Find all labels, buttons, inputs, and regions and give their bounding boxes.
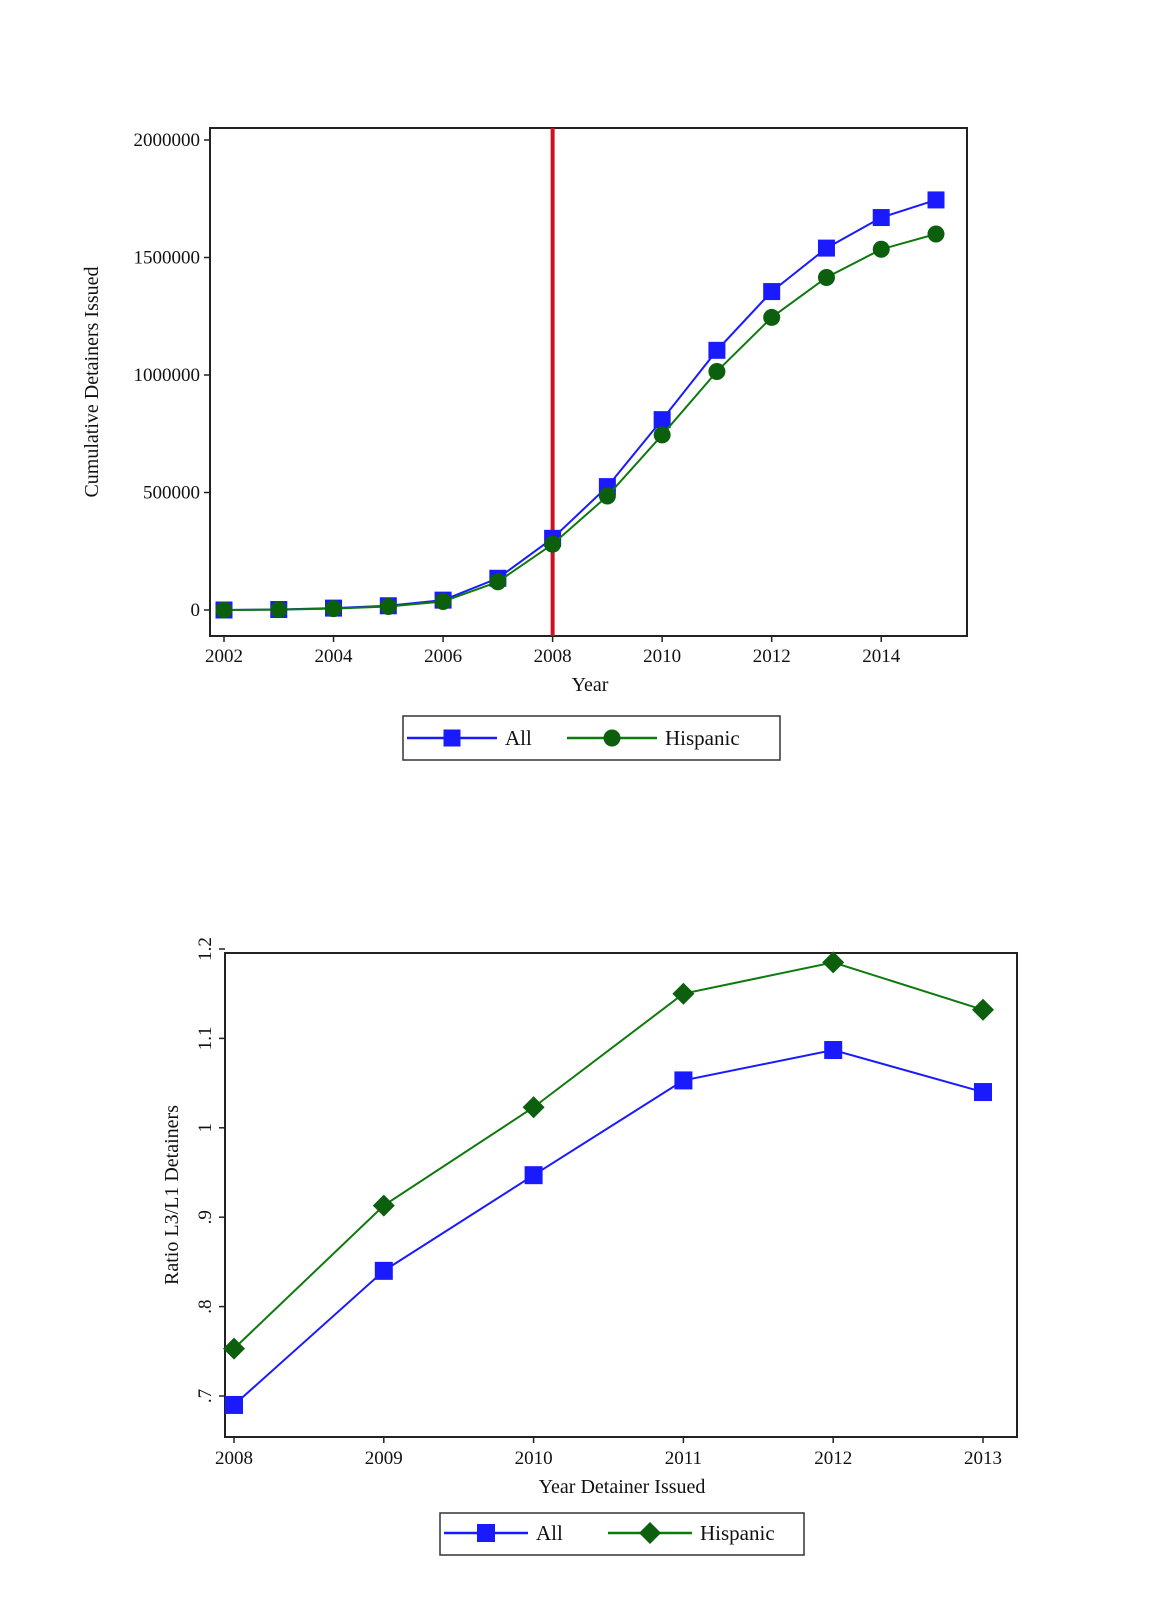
- y-tick-label: 500000: [143, 483, 200, 504]
- x-axis: 2008 2009 2010 2011 2012 2013: [215, 1437, 1002, 1469]
- series-layer: [215, 191, 945, 619]
- data-point-hispanic: [215, 601, 233, 619]
- plot-frame: [224, 952, 1018, 1438]
- data-point-hispanic: [872, 240, 890, 258]
- y-axis-label: Cumulative Detainers Issued: [81, 266, 103, 497]
- x-tick-label: 2014: [862, 646, 901, 667]
- legend: All Hispanic: [402, 715, 781, 761]
- legend-marker-hispanic: [603, 729, 621, 747]
- data-point-hispanic: [763, 308, 781, 326]
- x-tick-label: 2012: [814, 1448, 852, 1469]
- data-point-hispanic: [927, 225, 945, 243]
- x-tick-label: 2010: [515, 1448, 553, 1469]
- data-point-all: [524, 1166, 543, 1185]
- ratio-detainers-chart: .7 .8 .9 1 1.1 1.2 2008 2009 2010 2011 2012 2013 Y…: [161, 937, 1018, 1556]
- series-layer: [223, 951, 994, 1414]
- data-point-hispanic: [817, 268, 835, 286]
- y-tick-label: 1.1: [195, 1027, 216, 1051]
- y-tick-label: 1: [195, 1123, 216, 1133]
- data-point-hispanic: [544, 535, 562, 553]
- series-line-hispanic: [223, 233, 937, 611]
- legend: All Hispanic: [439, 1512, 805, 1556]
- data-point-hispanic: [708, 362, 726, 380]
- series-line-hispanic: [233, 961, 984, 1350]
- data-point-hispanic: [598, 487, 616, 505]
- x-axis-label: Year Detainer Issued: [539, 1476, 706, 1498]
- y-tick-label: 1.2: [195, 937, 216, 961]
- data-point-hispanic: [325, 600, 343, 618]
- y-tick-label: 1500000: [134, 248, 201, 269]
- data-point-hispanic: [379, 597, 397, 615]
- data-point-all: [674, 1071, 693, 1090]
- legend-marker-all: [477, 1524, 495, 1542]
- legend-label-all: All: [536, 1521, 563, 1545]
- y-tick-label: 1000000: [134, 365, 201, 386]
- data-point-hispanic: [653, 426, 671, 444]
- x-tick-label: 2010: [643, 646, 681, 667]
- plot-frame: [209, 127, 968, 637]
- data-point-hispanic: [522, 1096, 545, 1119]
- y-tick-label: 2000000: [134, 130, 201, 151]
- data-point-hispanic: [434, 593, 452, 611]
- data-point-all: [708, 341, 726, 359]
- data-point-all: [974, 1083, 992, 1102]
- legend-marker-hispanic: [639, 1522, 661, 1544]
- legend-marker-all: [443, 729, 461, 747]
- data-point-all: [653, 411, 671, 429]
- series-line-all: [233, 1048, 984, 1406]
- data-point-all: [872, 209, 890, 227]
- x-tick-label: 2013: [964, 1448, 1002, 1469]
- x-tick-label: 2011: [665, 1448, 702, 1469]
- data-point-all: [824, 1041, 843, 1060]
- x-tick-label: 2012: [753, 646, 791, 667]
- y-axis-label: Ratio L3/L1 Detainers: [161, 1105, 183, 1285]
- legend-label-hispanic: Hispanic: [700, 1521, 775, 1545]
- y-axis: 0 500000 1000000 1500000 2000000: [134, 130, 210, 621]
- legend-label-all: All: [505, 726, 532, 750]
- x-tick-label: 2002: [205, 646, 243, 667]
- x-tick-label: 2004: [315, 646, 354, 667]
- y-tick-label: .7: [195, 1389, 216, 1403]
- data-point-all: [763, 283, 781, 301]
- x-tick-label: 2008: [215, 1448, 253, 1469]
- data-point-hispanic: [672, 982, 695, 1005]
- y-axis: .7 .8 .9 1 1.1 1.2: [195, 937, 225, 1403]
- data-point-all: [225, 1395, 243, 1414]
- x-tick-label: 2006: [424, 646, 462, 667]
- data-point-hispanic: [270, 601, 288, 619]
- y-tick-label: .9: [195, 1210, 216, 1224]
- legend-label-hispanic: Hispanic: [665, 726, 740, 750]
- data-point-hispanic: [489, 573, 507, 591]
- y-tick-label: .8: [195, 1299, 216, 1313]
- x-tick-label: 2009: [365, 1448, 403, 1469]
- x-axis: 2002 2004 2006 2008 2010 2012 2014: [205, 636, 901, 667]
- x-tick-label: 2008: [534, 646, 572, 667]
- data-point-hispanic: [223, 1337, 245, 1360]
- x-axis-label: Year: [572, 674, 609, 696]
- data-point-hispanic: [972, 998, 994, 1021]
- data-point-all: [374, 1261, 393, 1280]
- series-line-all: [223, 198, 937, 611]
- data-point-all: [817, 239, 835, 257]
- y-tick-label: 0: [191, 600, 201, 621]
- data-point-hispanic: [372, 1194, 395, 1217]
- data-point-all: [927, 191, 945, 209]
- data-point-hispanic: [822, 951, 845, 974]
